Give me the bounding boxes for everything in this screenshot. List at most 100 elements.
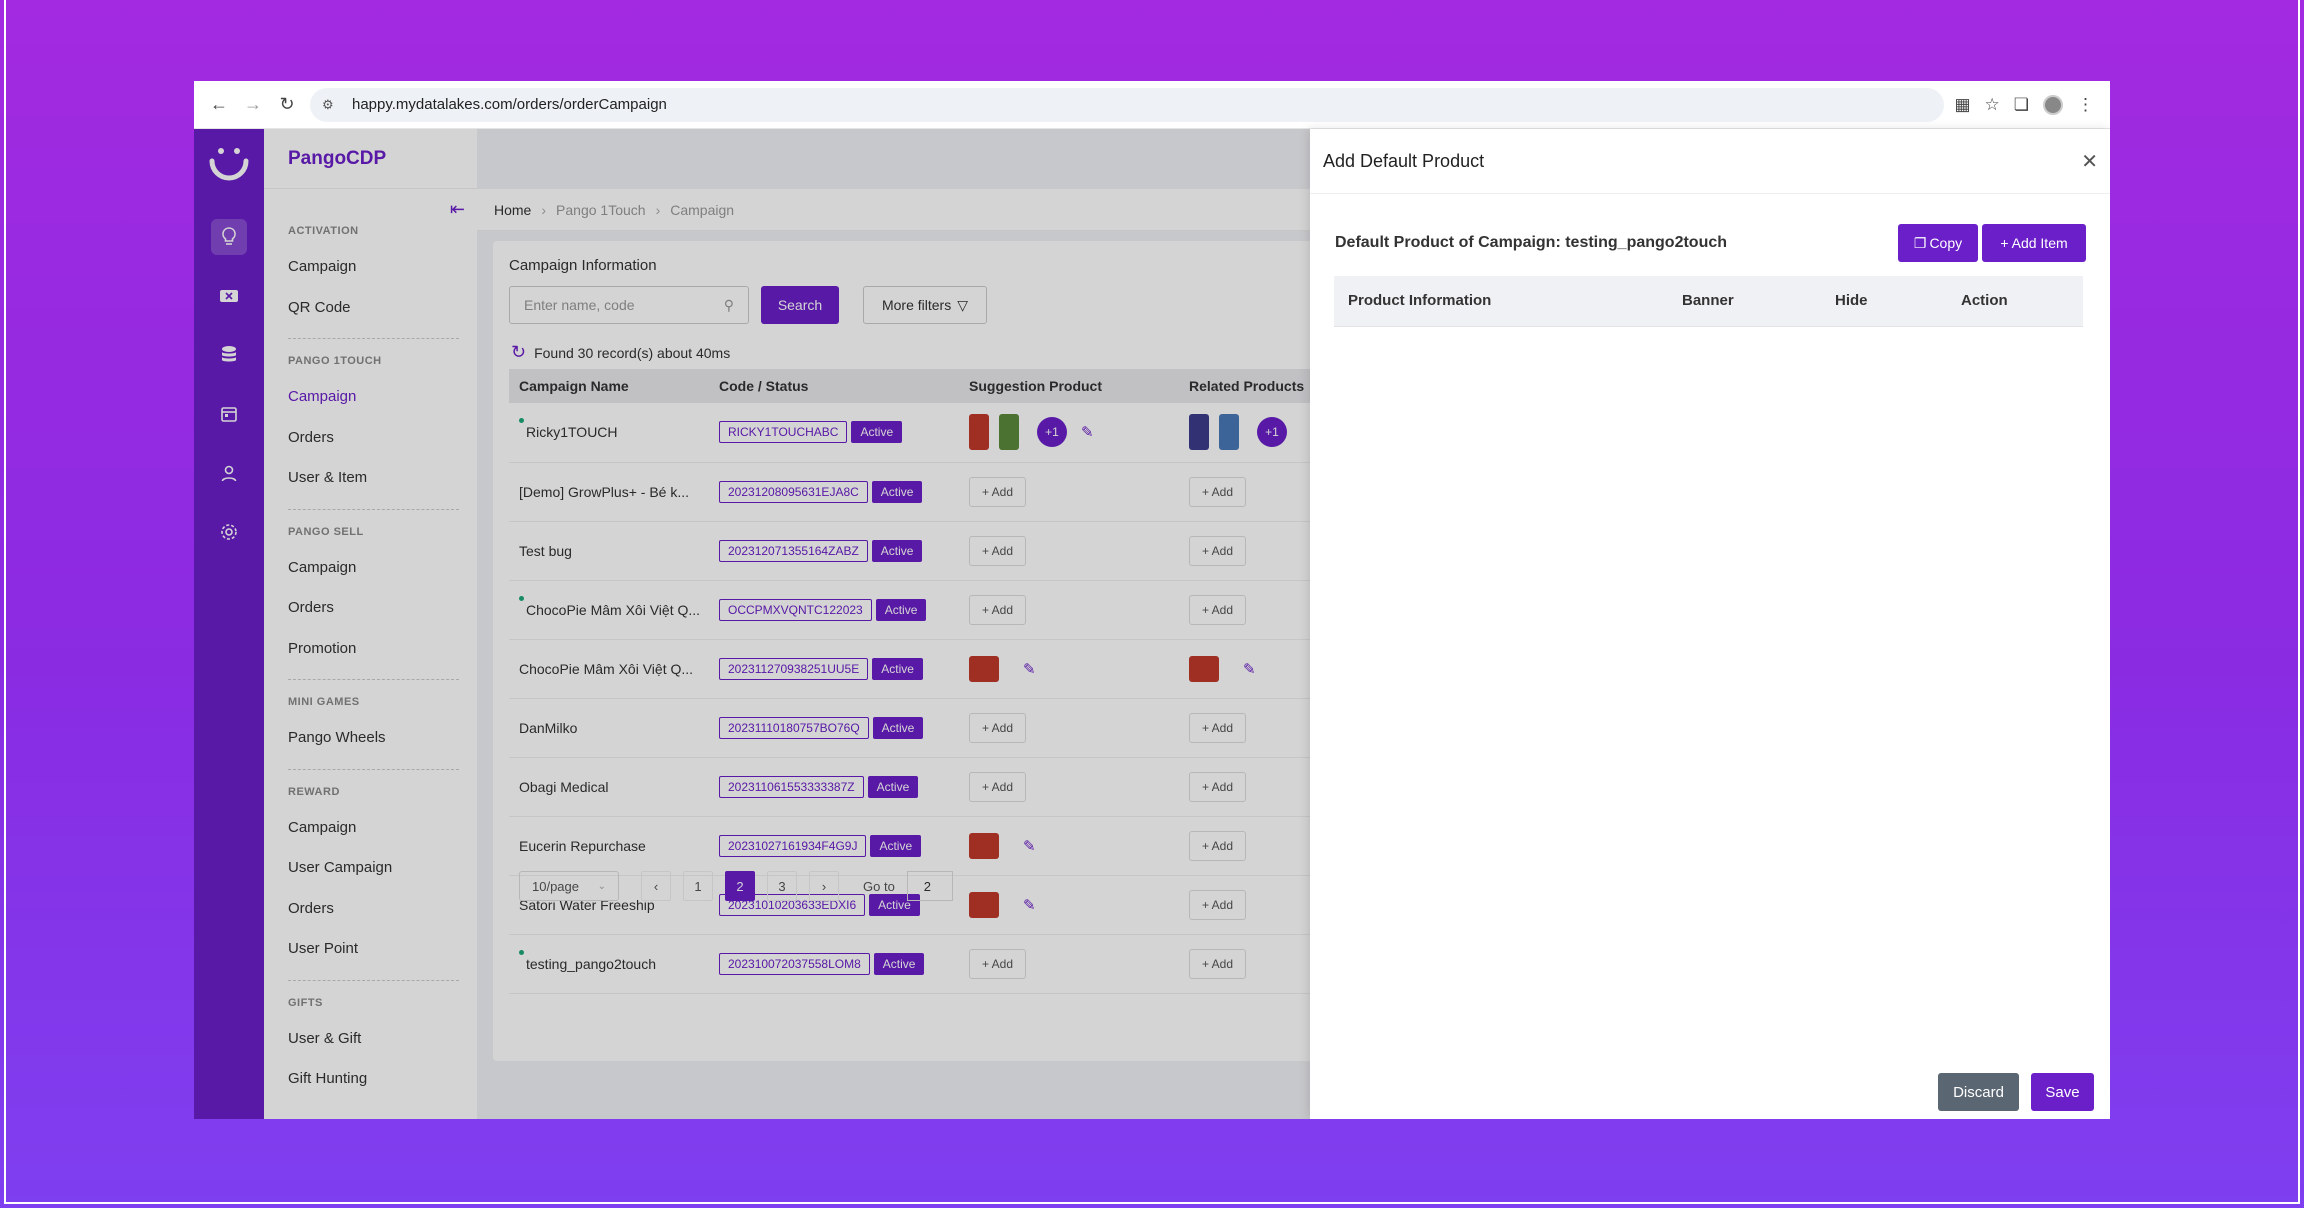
suggestion-add-button[interactable]: + Add [969,535,1027,566]
campaign-name[interactable]: testing_pango2touch [526,955,656,972]
sidebar-item-user-item[interactable]: User & Item [288,469,368,486]
more-products-badge[interactable]: +1 [1257,417,1287,448]
address-bar[interactable]: ⚙ happy.mydatalakes.com/orders/orderCamp… [310,87,1945,122]
suggestion-add-button[interactable]: + Add [969,948,1027,979]
product-thumbnail [999,414,1019,451]
breadcrumb-home[interactable]: Home [494,201,532,218]
page-1[interactable]: 1 [683,871,713,901]
sidebar-item-sell-orders[interactable]: Orders [288,599,334,616]
related-add-button[interactable]: + Add [1189,948,1247,979]
edit-pencil-icon[interactable]: ✎ [1081,424,1094,442]
sidebar-item-user-gift[interactable]: User & Gift [288,1029,362,1047]
goto-input[interactable]: 2 [906,871,953,901]
sidebar-item-user-campaign[interactable]: User Campaign [288,859,393,876]
search-button[interactable]: Search [761,286,839,324]
card-title: Campaign Information [509,257,657,274]
campaign-name[interactable]: ChocoPie Mâm Xôi Việt Q... [519,660,694,677]
forward-icon[interactable]: → [244,94,262,114]
campaign-code-badge: 20231010203633EDXI6 [719,893,866,916]
sidebar-item-promotion[interactable]: Promotion [288,639,357,657]
sidebar-item-gift-hunting[interactable]: Gift Hunting [288,1070,368,1087]
sidebar-item-sell-campaign[interactable]: Campaign [288,558,357,576]
suggestion-add-button[interactable]: + Add [969,594,1027,625]
ticket-icon[interactable] [211,278,247,314]
breadcrumb-1touch[interactable]: Pango 1Touch [556,201,646,218]
campaign-name[interactable]: DanMilko [519,719,578,736]
campaign-code-badge: RICKY1TOUCHABC [719,421,848,444]
group-gifts-title: GIFTS [288,996,323,1009]
suggestion-add-button[interactable]: + Add [969,771,1027,802]
profile-avatar[interactable] [2043,94,2063,115]
save-button[interactable]: Save [2031,1073,2094,1111]
refresh-icon[interactable]: ↻ [511,342,527,362]
sidebar-item-qr-code[interactable]: QR Code [288,298,351,316]
code-status-cell: 20231007203755​8LOM8 Active [709,934,959,994]
page-size-select[interactable]: 10/page ⌄ [519,871,619,901]
sidebar-item-reward-campaign[interactable]: Campaign [288,818,357,836]
page-3[interactable]: 3 [767,871,797,901]
page-2[interactable]: 2 [725,871,755,901]
copy-button[interactable]: ❐ Copy [1898,224,1978,262]
lightbulb-icon[interactable] [211,219,247,255]
campaign-name[interactable]: [Demo] GrowPlus+ - Bé k... [519,483,689,500]
more-filters-button[interactable]: More filters ▽ [863,286,987,324]
campaign-name[interactable]: ChocoPie Mâm Xôi Việt Q... [526,601,701,618]
suggestion-product-cell: + Add [959,698,1179,758]
translate-icon[interactable]: ▦ [1954,94,1971,114]
collapse-sidebar-icon[interactable]: ⇤ [449,199,465,219]
more-products-badge[interactable]: +1 [1037,417,1067,448]
discard-button[interactable]: Discard [1938,1073,2019,1111]
related-add-button[interactable]: + Add [1189,771,1247,802]
related-add-button[interactable]: + Add [1189,889,1247,920]
edit-pencil-icon[interactable]: ✎ [1243,660,1256,678]
suggestion-add-button[interactable]: + Add [969,476,1027,507]
bookmark-star-icon[interactable]: ☆ [1984,94,2000,114]
edit-pencil-icon[interactable]: ✎ [1023,837,1036,855]
campaign-name[interactable]: Eucerin Repurchase [519,837,646,854]
suggestion-product-cell: ✎ [959,875,1179,935]
user-icon[interactable] [211,455,247,491]
sidebar-item-pango-wheels[interactable]: Pango Wheels [288,729,386,746]
prev-page-icon[interactable]: ‹ [641,871,671,901]
related-add-button[interactable]: + Add [1189,476,1247,507]
settings-gear-icon[interactable] [211,514,247,550]
edit-pencil-icon[interactable]: ✎ [1023,896,1036,914]
related-add-button[interactable]: + Add [1189,535,1247,566]
edit-pencil-icon[interactable]: ✎ [1023,660,1036,678]
campaign-name-cell: ChocoPie Mâm Xôi Việt Q... [509,580,709,640]
col-product-information: Product Information [1334,276,1668,327]
more-menu-icon[interactable]: ⋮ [2077,94,2094,114]
calendar-icon[interactable] [211,396,247,432]
campaign-name[interactable]: Test bug [519,542,572,559]
sidebar-item-activation-campaign[interactable]: Campaign [288,258,357,275]
suggestion-product-cell: + Add [959,757,1179,817]
group-reward-title: REWARD [288,785,340,798]
database-icon[interactable] [211,337,247,373]
related-add-button[interactable]: + Add [1189,830,1247,861]
sidebar-item-user-point[interactable]: User Point [288,940,359,957]
campaign-name[interactable]: Ricky1TOUCH [526,424,618,441]
sidebar-item-reward-orders[interactable]: Orders [288,899,334,917]
campaign-name[interactable]: Obagi Medical [519,778,609,795]
group-1touch-title: PANGO 1TOUCH [288,355,382,367]
suggestion-add-button[interactable]: + Add [969,712,1027,743]
next-page-icon[interactable]: › [809,871,839,901]
close-icon[interactable]: ✕ [2081,150,2098,173]
search-input[interactable]: Enter name, code ⚲ [509,286,749,324]
back-icon[interactable]: ← [210,94,228,114]
site-settings-icon[interactable]: ⚙ [322,96,334,112]
code-status-cell: OCCPMXVQNTC122023 Active [709,580,959,640]
drawer-subtitle: Default Product of Campaign: testing_pan… [1335,234,1728,251]
reload-icon[interactable]: ↻ [279,94,295,114]
modal-overlay[interactable] [194,129,1310,1119]
extensions-icon[interactable]: ❏ [2013,94,2029,114]
page-size-value: 10/page [532,878,579,894]
related-add-button[interactable]: + Add [1189,712,1247,743]
suggestion-product-cell: + Add [959,521,1179,581]
sidebar-item-1touch-orders[interactable]: Orders [288,428,334,446]
campaign-name-cell: Test bug [509,521,709,581]
status-badge: Active [873,952,925,975]
related-add-button[interactable]: + Add [1189,594,1247,625]
sidebar-item-1touch-campaign[interactable]: Campaign [288,388,357,405]
add-item-button[interactable]: + Add Item [1982,224,2086,262]
